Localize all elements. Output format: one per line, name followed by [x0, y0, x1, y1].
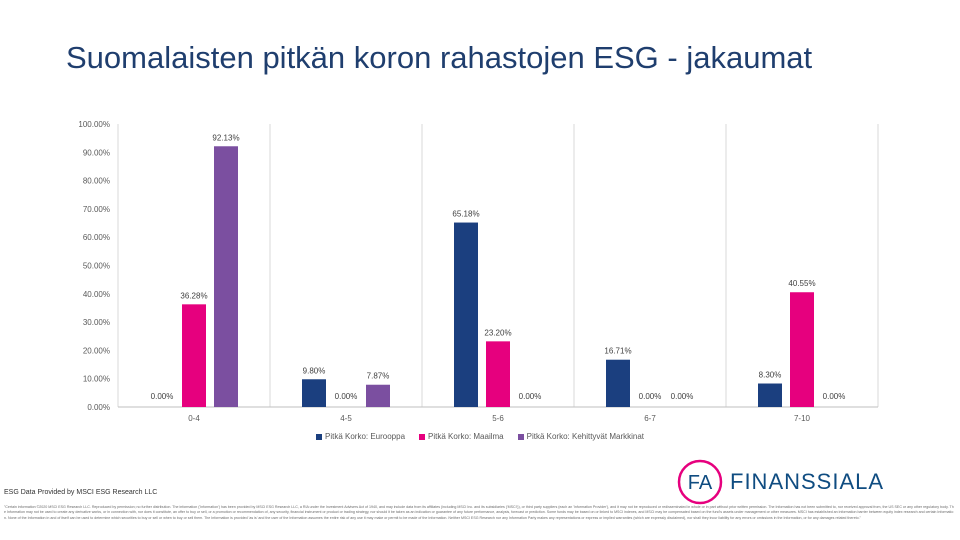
y-tick-label: 60.00% [83, 233, 110, 242]
bar [790, 292, 814, 407]
legend-swatch-kehittyvat [517, 433, 524, 440]
data-label: 0.00% [823, 392, 846, 401]
data-label: 65.18% [452, 210, 479, 219]
data-label: 16.71% [604, 347, 631, 356]
bar [302, 379, 326, 407]
y-tick-label: 70.00% [83, 205, 110, 214]
y-tick-label: 0.00% [87, 403, 110, 412]
data-label: 0.00% [519, 392, 542, 401]
y-tick-label: 90.00% [83, 148, 110, 157]
legend-item-eurooppa: Pitkä Korko: Eurooppa [315, 432, 406, 441]
legend-label-maailma: Pitkä Korko: Maailma [428, 432, 504, 441]
data-label: 92.13% [212, 133, 239, 142]
legend-swatch-maailma [419, 433, 426, 440]
x-tick-label: 0-4 [188, 414, 200, 423]
legend-label-eurooppa: Pitkä Korko: Eurooppa [324, 432, 406, 441]
data-label: 8.30% [759, 371, 782, 380]
chart-legend: Pitkä Korko: Eurooppa Pitkä Korko: Maail… [0, 432, 960, 441]
page-title: Suomalaisten pitkän koron rahastojen ESG… [66, 40, 813, 75]
finanssiala-logo: FA FINANSSIALA [676, 458, 884, 506]
data-label: 0.00% [639, 392, 662, 401]
disclaimer-text: "Certain information ©2020 MSCI ESG Rese… [4, 505, 954, 520]
fa-logo-icon: FA [677, 459, 723, 505]
y-tick-label: 100.00% [78, 120, 110, 129]
y-tick-label: 40.00% [83, 290, 110, 299]
bar [182, 304, 206, 407]
data-label: 9.80% [303, 366, 326, 375]
logo-mark: FA [688, 472, 713, 494]
x-tick-label: 5-6 [492, 414, 504, 423]
logo-text: FINANSSIALA [730, 469, 885, 494]
bar [454, 222, 478, 407]
data-label: 23.20% [484, 328, 511, 337]
data-label: 0.00% [335, 392, 358, 401]
data-label: 7.87% [367, 372, 390, 381]
y-tick-label: 80.00% [83, 177, 110, 186]
y-tick-label: 30.00% [83, 318, 110, 327]
y-tick-label: 50.00% [83, 262, 110, 271]
legend-swatch-eurooppa [315, 433, 322, 440]
x-tick-label: 4-5 [340, 414, 352, 423]
data-label: 40.55% [788, 279, 815, 288]
data-label: 36.28% [180, 291, 207, 300]
bar [486, 341, 510, 407]
legend-item-kehittyvat: Pitkä Korko: Kehittyvät Markkinat [517, 432, 645, 441]
data-label: 0.00% [151, 392, 174, 401]
legend-item-maailma: Pitkä Korko: Maailma [419, 432, 504, 441]
y-tick-label: 20.00% [83, 346, 110, 355]
x-tick-label: 7-10 [794, 414, 811, 423]
y-tick-label: 10.00% [83, 375, 110, 384]
bar [758, 383, 782, 407]
bar [606, 359, 630, 407]
data-source: ESG Data Provided by MSCI ESG Research L… [4, 489, 158, 496]
bar [214, 146, 238, 407]
data-label: 0.00% [671, 392, 694, 401]
legend-label-kehittyvat: Pitkä Korko: Kehittyvät Markkinat [526, 432, 645, 441]
bar [366, 384, 390, 407]
x-tick-label: 6-7 [644, 414, 656, 423]
